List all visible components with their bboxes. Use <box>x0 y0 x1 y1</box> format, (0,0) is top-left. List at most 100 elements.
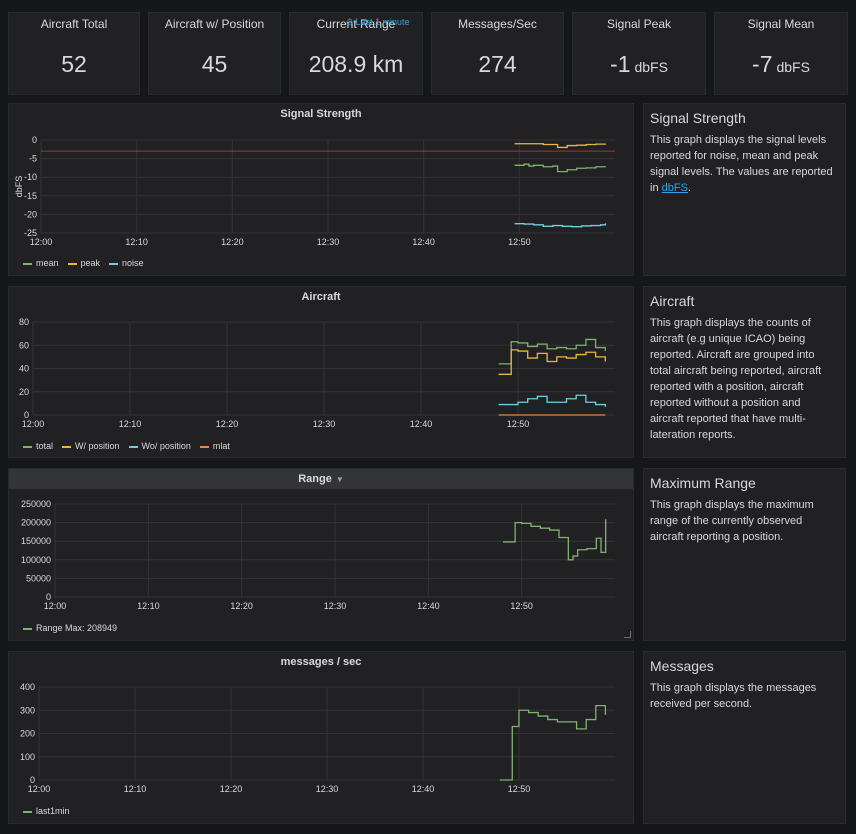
legend-label: mean <box>36 258 59 268</box>
legend-swatch <box>128 445 138 448</box>
legend-item[interactable]: noise <box>109 258 144 268</box>
y-tick-label: 0 <box>32 135 37 145</box>
legend-swatch <box>23 627 32 630</box>
graph-panel-signal-strength[interactable]: Signal Strength 0 -5 -10 -15 -20 -25 12:00 12:1… <box>8 103 634 276</box>
stat-number: 52 <box>61 51 87 77</box>
text-panel-title: Signal Strength <box>650 110 746 126</box>
series-line-range[interactable] <box>503 519 607 561</box>
legend: total W/ position Wo/ position mlat <box>23 441 239 451</box>
text-panel-messages: Messages This graph displays the message… <box>643 651 846 824</box>
legend-item[interactable]: W/ position <box>62 441 120 451</box>
aircraft-chart[interactable]: 80 60 40 20 012:00 12:10 12:20 12:30 12:40 12:50 <box>9 287 635 459</box>
legend-item[interactable]: last1min <box>23 806 70 816</box>
legend-label: peak <box>80 258 101 268</box>
graph-title[interactable]: Signal Strength <box>280 108 362 120</box>
messages-chart[interactable]: 400 300 200 100 012:00 12:10 12:20 12:30 12:40 12… <box>9 652 635 825</box>
series-line-last1min[interactable] <box>499 704 607 781</box>
legend: Range Max: 208949 <box>23 623 126 633</box>
stat-panel-signal-peak[interactable]: Signal Peak -1 dbFS <box>572 12 706 95</box>
stat-number: 208.9 km <box>308 51 404 77</box>
series-line-peak[interactable] <box>514 143 607 149</box>
graph-panel-range[interactable]: Range ▼ 250000 200000 150000 100000 50000 0 12:… <box>8 468 634 641</box>
y-tick-label: 0 <box>46 592 51 602</box>
series-line-total[interactable] <box>498 338 606 365</box>
x-tick-label: 12:20 <box>220 784 243 794</box>
x-tick-label: 12:30 <box>324 601 347 611</box>
legend-swatch <box>62 445 72 448</box>
stat-panel-aircraft-total[interactable]: Aircraft Total 52 <box>8 12 140 95</box>
graph-title[interactable]: Aircraft <box>301 291 341 303</box>
legend-item[interactable]: Range Max: 208949 <box>23 623 117 633</box>
y-tick-label: -10 <box>24 172 37 182</box>
stat-title: Signal Peak <box>606 17 672 31</box>
stat-title: Current Range <box>316 17 396 31</box>
chevron-down-icon[interactable]: ▼ <box>335 475 344 484</box>
legend-label: Range Max: 208949 <box>36 623 118 633</box>
panel-header-bar[interactable] <box>9 469 633 489</box>
stat-number: 45 <box>201 51 228 77</box>
series-line-w-position[interactable] <box>498 349 606 375</box>
stat-value: 45 <box>149 51 280 78</box>
legend-swatch <box>199 445 209 448</box>
series-line-mean[interactable] <box>514 163 607 173</box>
graph-panel-aircraft[interactable]: Aircraft 80 60 40 20 0 12:00 12:10 12:20 12:30 12… <box>8 286 634 458</box>
y-axis-label: dbFS <box>14 176 24 198</box>
x-tick-label: 12:40 <box>412 784 435 794</box>
y-tick-label: 150000 <box>21 536 51 546</box>
y-tick-label: 300 <box>20 705 35 715</box>
x-tick-label: 12:40 <box>410 419 433 429</box>
stat-value: 208.9 km <box>290 51 422 78</box>
y-tick-label: 100 <box>20 752 35 762</box>
graph-title[interactable]: messages / sec <box>280 656 362 668</box>
legend-label: W/ position <box>75 441 120 451</box>
series-line-noise[interactable] <box>514 223 607 228</box>
range-chart[interactable]: 250000 200000 150000 100000 50000 012:00 12:10… <box>9 469 635 642</box>
x-tick-label: 12:10 <box>119 419 142 429</box>
graph-title[interactable]: Range ▼ <box>9 473 633 485</box>
legend-item[interactable]: Wo/ position <box>128 441 191 451</box>
y-tick-label: 250000 <box>21 499 51 509</box>
legend-item[interactable]: mlat <box>199 441 230 451</box>
text-panel-title: Messages <box>650 658 714 674</box>
y-tick-label: 200000 <box>21 518 51 528</box>
y-tick-label: 0 <box>30 775 35 785</box>
x-tick-label: 12:30 <box>313 419 336 429</box>
legend-item[interactable]: total <box>23 441 53 451</box>
stat-title: Signal Mean <box>747 17 815 31</box>
x-tick-label: 12:00 <box>28 784 51 794</box>
legend-label: total <box>36 441 54 451</box>
legend-item[interactable]: mean <box>23 258 59 268</box>
legend-item[interactable]: peak <box>67 258 101 268</box>
stat-panel-signal-mean[interactable]: Signal Mean -7 dbFS <box>714 12 848 95</box>
dbfs-link[interactable]: dbFS <box>661 182 688 194</box>
stat-title: Aircraft Total <box>40 17 108 31</box>
legend-swatch <box>23 262 32 265</box>
legend-label: last1min <box>36 806 70 816</box>
x-tick-label: 12:00 <box>22 419 45 429</box>
text-panel-title: Maximum Range <box>650 475 756 491</box>
graph-title-text: Range <box>298 473 332 485</box>
y-tick-label: -5 <box>29 154 37 164</box>
series-line-wo-position[interactable] <box>498 394 606 407</box>
stat-title: Aircraft w/ Position <box>164 17 265 31</box>
stat-value: 274 <box>432 51 563 78</box>
legend-swatch <box>109 262 119 265</box>
graph-panel-messages[interactable]: messages / sec 400 300 200 100 0 12:00 12:10 12… <box>8 651 634 824</box>
y-tick-label: 80 <box>19 317 29 327</box>
x-tick-label: 12:00 <box>30 237 53 247</box>
stat-panel-current-range[interactable]: Current Range ⏱ Last 1 minute 208.9 km <box>289 12 423 95</box>
stat-number: 274 <box>478 51 517 77</box>
text-panel-body: This graph displays the messages receive… <box>650 682 817 710</box>
y-tick-label: 200 <box>20 729 35 739</box>
text-panel-body: This graph displays the maximum range of… <box>650 499 814 543</box>
y-tick-label: 400 <box>20 682 35 692</box>
time-override-label: ⏱ Last 1 minute <box>346 17 410 27</box>
resize-handle[interactable] <box>624 631 631 638</box>
stat-number: -7 <box>752 51 773 77</box>
y-tick-label: -20 <box>24 209 37 219</box>
x-tick-label: 12:10 <box>125 237 148 247</box>
legend-swatch <box>23 810 32 813</box>
stat-panel-aircraft-with-position[interactable]: Aircraft w/ Position 45 <box>148 12 281 95</box>
stat-panel-messages-sec[interactable]: Messages/Sec 274 <box>431 12 564 95</box>
